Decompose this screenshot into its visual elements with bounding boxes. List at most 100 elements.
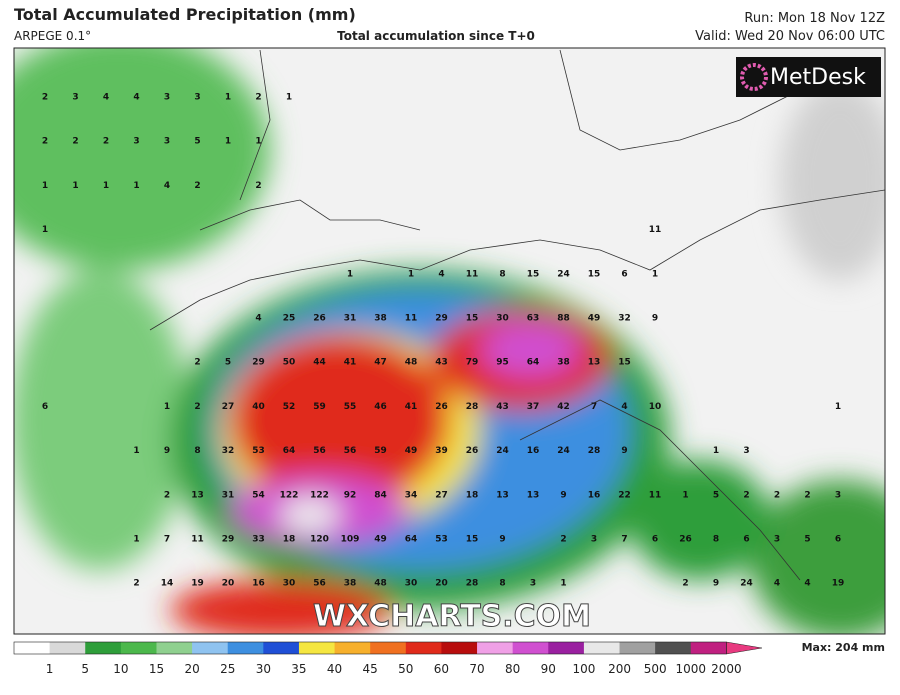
station-value: 24: [557, 269, 570, 279]
station-value: 7: [621, 535, 627, 545]
colorbar-swatch: [263, 642, 300, 654]
station-value: 3: [591, 535, 597, 545]
station-value: 59: [313, 402, 326, 412]
station-value: 26: [679, 535, 692, 545]
colorbar-label: 50: [398, 662, 413, 676]
colorbar-label: 35: [291, 662, 306, 676]
logo: MetDesk: [770, 65, 866, 90]
subtitle: Total accumulation since T+0: [337, 29, 535, 43]
station-value: 47: [374, 358, 387, 368]
station-value: 55: [344, 402, 357, 412]
station-value: 26: [435, 402, 448, 412]
logo-icon: [740, 63, 768, 91]
station-value: 92: [344, 490, 357, 500]
station-value: 1: [164, 402, 170, 412]
station-value: 38: [344, 579, 357, 589]
colorbar-label: 10: [113, 662, 128, 676]
colorbar-label: 90: [541, 662, 556, 676]
station-value: 1: [835, 402, 841, 412]
run: Run: Mon 18 Nov 12Z: [744, 11, 885, 26]
colorbar-swatch: [14, 642, 51, 654]
colorbar-swatch: [334, 642, 371, 654]
station-value: 56: [344, 446, 357, 456]
colorbar-swatch: [227, 642, 264, 654]
station-value: 64: [527, 358, 540, 368]
map-frame: [13, 47, 886, 635]
station-value: 19: [832, 579, 845, 589]
colorbar-label: 1000: [675, 662, 706, 676]
station-value: 56: [313, 579, 326, 589]
station-value: 4: [621, 402, 627, 412]
station-value: 25: [283, 314, 296, 324]
station-value: 95: [496, 358, 509, 368]
station-value: 3: [530, 579, 536, 589]
station-value: 1: [286, 93, 292, 103]
colorbar-swatch: [120, 642, 157, 654]
station-value: 28: [466, 402, 479, 412]
station-value: 5: [225, 358, 231, 368]
station-value: 9: [621, 446, 627, 456]
colorbar-label: 200: [608, 662, 631, 676]
colorbar-swatch: [477, 642, 514, 654]
colorbar-label: 2000: [711, 662, 742, 676]
colorbar-frame: [13, 641, 727, 655]
colorbar-swatch: [156, 642, 193, 654]
station-value: 2: [743, 490, 749, 500]
station-value: 11: [649, 490, 662, 500]
station-value: 24: [740, 579, 753, 589]
station-value: 1: [42, 181, 48, 191]
colorbar-label: 20: [184, 662, 199, 676]
borders: [149, 49, 885, 581]
station-value: 46: [374, 402, 387, 412]
station-value: 50: [283, 358, 296, 368]
station-value: 3: [743, 446, 749, 456]
station-value: 11: [649, 225, 662, 235]
station-value: 2: [255, 93, 261, 103]
station-value: 6: [621, 269, 627, 279]
station-value: 49: [588, 314, 601, 324]
station-value: 1: [225, 137, 231, 147]
map: 2 3 4 4 3 3 1 2 12 2 2 3 3 5 1 11 1 1 1 4 2 21 111 1 4 11 8 15 24 15 6…: [14, 48, 885, 634]
colorbar-swatch: [583, 642, 621, 654]
station-value: 20: [435, 579, 448, 589]
station-value: 43: [435, 358, 448, 368]
station-value: 30: [496, 314, 509, 324]
station-value: 56: [313, 446, 326, 456]
colorbar-label: 40: [327, 662, 342, 676]
station-value: 11: [405, 314, 418, 324]
colorbar-label: 60: [434, 662, 449, 676]
station-value: 1: [682, 490, 688, 500]
colorbar-swatch: [298, 642, 336, 654]
station-value: 1: [652, 269, 658, 279]
station-value: 49: [405, 446, 418, 456]
station-value: 3: [774, 535, 780, 545]
station-value: 6: [652, 535, 658, 545]
station-value: 64: [405, 535, 418, 545]
station-value: 79: [466, 358, 479, 368]
station-value: 2: [103, 137, 109, 147]
colorbar-swatch: [655, 642, 692, 654]
station-value: 26: [466, 446, 479, 456]
station-value: 122: [310, 490, 329, 500]
station-value: 38: [374, 314, 387, 324]
station-value: 28: [466, 579, 479, 589]
precip-field: [14, 48, 885, 634]
station-value: 15: [618, 358, 631, 368]
station-value: 109: [341, 535, 360, 545]
station-value: 4: [438, 269, 444, 279]
station-value: 54: [252, 490, 265, 500]
station-value: 41: [405, 402, 418, 412]
colorbar-label: 100: [572, 662, 595, 676]
station-value: 1: [255, 137, 261, 147]
station-value: 44: [313, 358, 326, 368]
station-value: 1: [133, 181, 139, 191]
station-value: 24: [496, 446, 509, 456]
station-value: 41: [344, 358, 357, 368]
station-value: 1: [408, 269, 414, 279]
station-value: 43: [496, 402, 509, 412]
station-value: 11: [191, 535, 204, 545]
colorbar-label: 500: [644, 662, 667, 676]
station-value: 59: [374, 446, 387, 456]
station-value: 1: [42, 225, 48, 235]
station-values: 2 3 4 4 3 3 1 2 12 2 2 3 3 5 1 11 1 1 1 4 2 21 111 1 4 11 8 15 24 15 6…: [42, 93, 844, 589]
